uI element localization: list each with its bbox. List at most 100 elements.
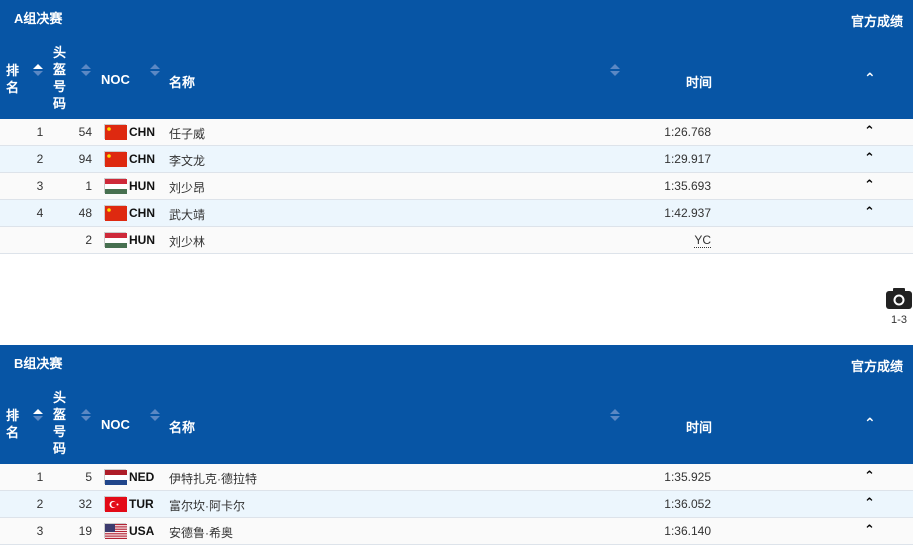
noc-code: HUN [129,179,155,193]
time: 1:29.917 [600,152,711,166]
col-rank[interactable]: 排 名 [6,408,20,440]
camera-button[interactable]: 1-3 [886,287,912,326]
athlete-name[interactable]: 刘少昂 [169,181,206,195]
official-results-link[interactable]: 官方成绩 [850,359,903,374]
noc-code: NED [129,470,155,484]
time-value: YC [694,233,711,248]
col-noc[interactable]: NOC [101,417,130,432]
time-value: 1:42.937 [664,206,711,220]
col-name: 名称 [169,420,196,435]
athlete-name[interactable]: 任子威 [169,127,206,141]
flag-ned-icon [104,469,127,485]
table-row[interactable]: 2 94 CHN 李文龙 1:29.917 ⌃ [0,146,913,173]
time-value: 1:35.925 [664,470,711,484]
table-row[interactable]: 3 19 USA 安德鲁·希奥 1:36.140 ⌃ [0,518,913,545]
flag-chn-icon [104,124,127,140]
rank: 3 [36,179,44,193]
official-results-link[interactable]: 官方成绩 [850,14,903,29]
rank: 4 [36,206,44,220]
group-title: A组决赛 [14,11,63,26]
bib-number: 1 [85,179,92,193]
flag-chn-icon [104,205,127,221]
camera-label: 1-3 [891,314,907,326]
col-time: 时间 [686,420,713,435]
group-title: B组决赛 [14,356,63,371]
group-0: A组决赛 官方成绩 排 名 头 盔 号 码 NOC 名称 时间 ⌃ 1 54 C… [0,0,913,254]
collapse-all-icon[interactable]: ⌃ [864,70,876,86]
time-value: 1:36.052 [664,497,711,511]
expand-chevron-icon[interactable]: ⌃ [864,204,875,219]
time: 1:35.925 [600,470,711,484]
table-row[interactable]: 2 32 TUR 富尔坎·阿卡尔 1:36.052 ⌃ [0,491,913,518]
expand-chevron-icon[interactable]: ⌃ [864,123,875,138]
expand-chevron-icon[interactable]: ⌃ [864,177,875,192]
bib-number: 5 [85,470,92,484]
noc-code: CHN [129,152,155,166]
expand-chevron-icon[interactable]: ⌃ [864,468,875,483]
rank: 2 [36,152,44,166]
group-1: B组决赛 官方成绩 排 名 头 盔 号 码 NOC 名称 时间 ⌃ 1 5 NE… [0,345,913,545]
time: 1:26.768 [600,125,711,139]
time: 1:35.693 [600,179,711,193]
bib-number: 48 [78,206,92,220]
table-row[interactable]: 3 1 HUN 刘少昂 1:35.693 ⌃ [0,173,913,200]
sort-name-icon[interactable] [610,64,620,76]
table-row[interactable]: 2 HUN 刘少林 YC [0,227,913,254]
bib-number: 32 [78,497,92,511]
flag-chn-icon [104,151,127,167]
time-value: 1:36.140 [664,524,711,538]
bib-number: 2 [85,233,92,247]
sort-rank-icon[interactable] [33,64,43,76]
rank: 1 [36,125,44,139]
col-name: 名称 [169,75,196,90]
flag-usa-icon [104,523,127,539]
sort-bib-icon[interactable] [81,64,91,76]
collapse-all-icon[interactable]: ⌃ [864,415,876,431]
rank: 3 [36,524,44,538]
bib-number: 94 [78,152,92,166]
time: 1:36.052 [600,497,711,511]
athlete-name[interactable]: 李文龙 [169,154,206,168]
expand-chevron-icon[interactable]: ⌃ [864,495,875,510]
noc-code: HUN [129,233,155,247]
noc-code: CHN [129,125,155,139]
table-row[interactable]: 1 54 CHN 任子威 1:26.768 ⌃ [0,119,913,146]
sort-name-icon[interactable] [610,409,620,421]
bib-number: 54 [78,125,92,139]
group-header: B组决赛 官方成绩 排 名 头 盔 号 码 NOC 名称 时间 ⌃ [0,345,913,464]
time-value: 1:26.768 [664,125,711,139]
bib-number: 19 [78,524,92,538]
expand-chevron-icon[interactable]: ⌃ [864,522,875,537]
noc-code: CHN [129,206,155,220]
rank: 2 [36,497,44,511]
noc-code: USA [129,524,155,538]
col-noc[interactable]: NOC [101,72,130,87]
noc-code: TUR [129,497,154,511]
athlete-name[interactable]: 伊特扎克·德拉特 [169,472,257,486]
time-value: 1:29.917 [664,152,711,166]
athlete-name[interactable]: 富尔坎·阿卡尔 [169,499,245,513]
col-time: 时间 [686,75,713,90]
athlete-name[interactable]: 安德鲁·希奥 [169,526,233,540]
table-row[interactable]: 1 5 NED 伊特扎克·德拉特 1:35.925 ⌃ [0,464,913,491]
athlete-name[interactable]: 刘少林 [169,235,206,249]
sort-rank-icon[interactable] [33,409,43,421]
group-header: A组决赛 官方成绩 排 名 头 盔 号 码 NOC 名称 时间 ⌃ [0,0,913,119]
col-bib[interactable]: 头 盔 号 码 [53,390,67,456]
flag-hun-icon [104,232,127,248]
expand-chevron-icon[interactable]: ⌃ [864,150,875,165]
table-row[interactable]: 4 48 CHN 武大靖 1:42.937 ⌃ [0,200,913,227]
time: 1:36.140 [600,524,711,538]
flag-tur-icon [104,496,127,512]
sort-noc-icon[interactable] [150,64,160,76]
col-rank[interactable]: 排 名 [6,63,20,95]
athlete-name[interactable]: 武大靖 [169,208,206,222]
sort-bib-icon[interactable] [81,409,91,421]
time: 1:42.937 [600,206,711,220]
sort-noc-icon[interactable] [150,409,160,421]
time-value: 1:35.693 [664,179,711,193]
time: YC [600,233,711,248]
flag-hun-icon [104,178,127,194]
rank: 1 [36,470,44,484]
col-bib[interactable]: 头 盔 号 码 [53,45,67,111]
